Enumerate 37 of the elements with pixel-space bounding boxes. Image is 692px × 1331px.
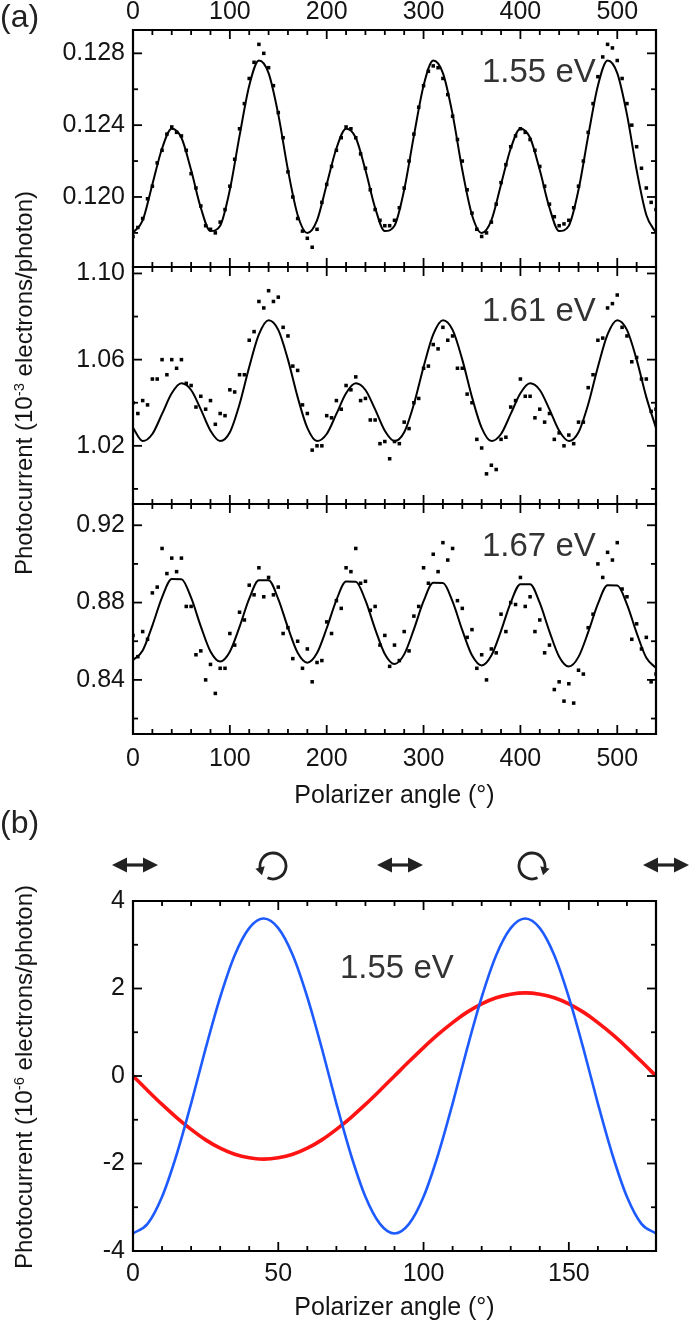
annotation: 1.55 eV xyxy=(340,948,454,985)
y-tick-label: 1.10 xyxy=(76,257,125,286)
y-tick-label: 0.120 xyxy=(62,180,125,209)
x-tick-label: 300 xyxy=(402,742,445,771)
x-tick-label: 50 xyxy=(264,1257,293,1286)
annotation: 1.61 eV xyxy=(482,291,596,328)
y-tick-label: 4 xyxy=(111,884,126,913)
y-tick-label: 1.06 xyxy=(76,343,125,372)
y-tick-label: 1.02 xyxy=(76,429,125,458)
x-tick-label: 200 xyxy=(305,742,348,771)
text: (b) xyxy=(0,804,40,840)
line-series xyxy=(133,917,656,1235)
x-tick-label: 150 xyxy=(547,1257,590,1286)
x-tick-label: 500 xyxy=(596,742,639,771)
text: (a) xyxy=(0,0,40,34)
y-tick-label: 0.92 xyxy=(76,509,125,538)
x2-tick-label: 100 xyxy=(208,0,251,24)
y-tick-label: -4 xyxy=(102,1234,126,1263)
x-axis-title: Polarizer angle (°) xyxy=(294,779,495,808)
x2-tick-label: 400 xyxy=(499,0,542,24)
y-tick-label: 0.88 xyxy=(76,586,125,615)
y-tick-label: 0.84 xyxy=(76,663,126,692)
y-tick-label: 0.124 xyxy=(62,109,126,138)
x2-tick-label: 300 xyxy=(402,0,445,24)
annotation: 1.55 eV xyxy=(482,52,596,89)
y-tick-label: 0.128 xyxy=(62,37,125,66)
x2-tick-label: 200 xyxy=(305,0,348,24)
x-tick-label: 100 xyxy=(402,1257,445,1286)
x-tick-label: 100 xyxy=(208,742,251,771)
x-tick-label: 400 xyxy=(499,742,542,771)
x2-tick-label: 500 xyxy=(596,0,639,24)
line-series xyxy=(133,991,656,1161)
y-tick-label: 0 xyxy=(111,1059,125,1088)
y-tick-label: 2 xyxy=(111,972,125,1001)
x-axis-title: Polarizer angle (°) xyxy=(294,1291,495,1320)
annotation: 1.67 eV xyxy=(482,526,596,563)
y-tick-label: -2 xyxy=(102,1147,125,1176)
